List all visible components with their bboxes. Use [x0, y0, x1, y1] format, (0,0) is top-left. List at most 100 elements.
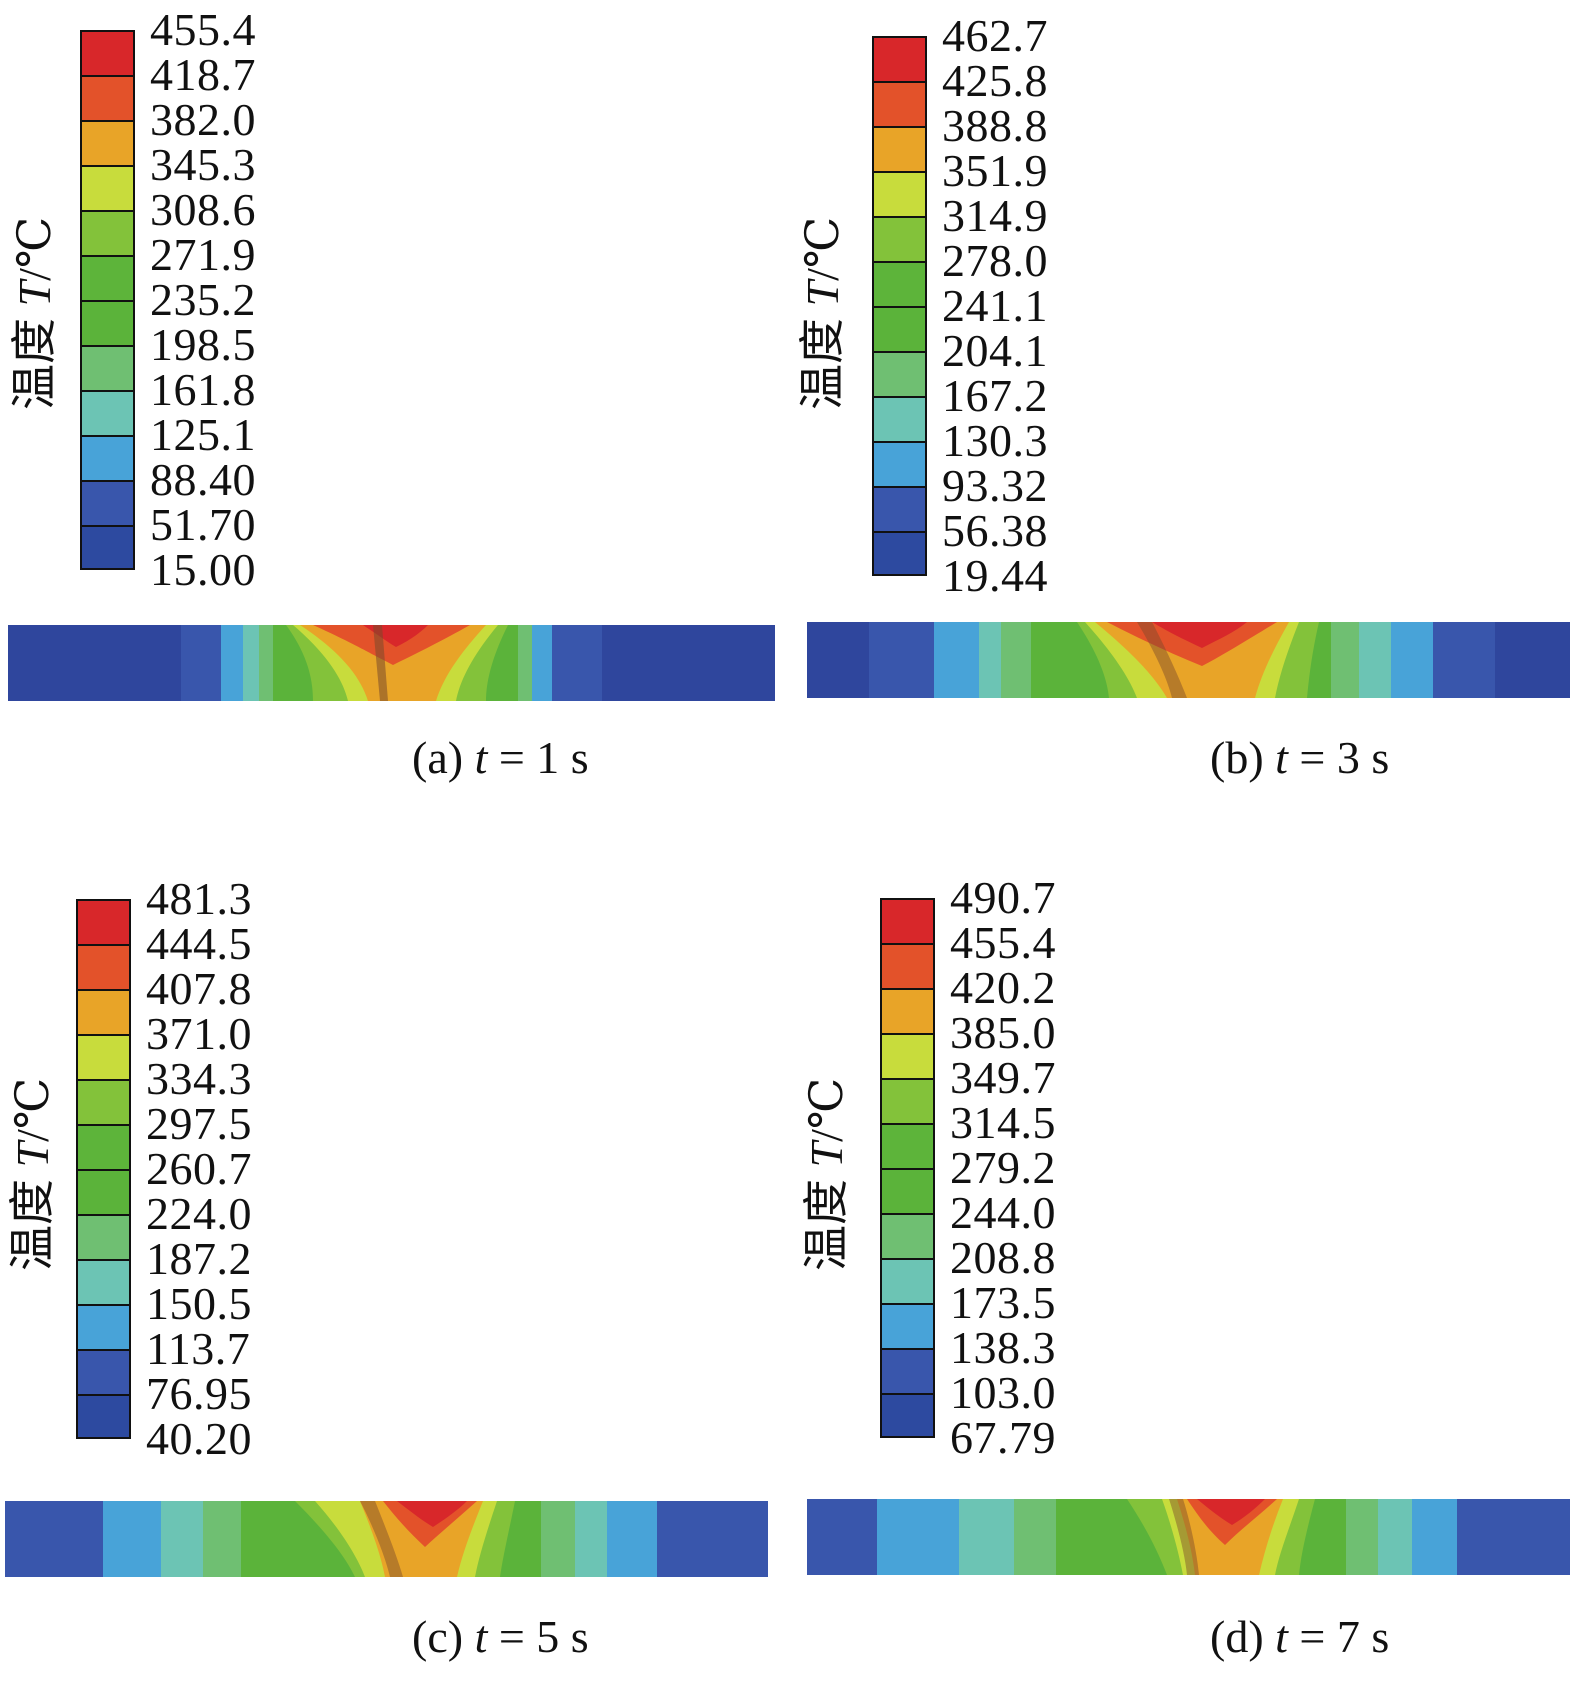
colorbar-band — [872, 486, 927, 531]
colorbar-tick-label: 382.0 — [150, 94, 256, 145]
colorbar-tick-label: 260.7 — [146, 1143, 252, 1194]
colorbar-tick-label: 388.8 — [942, 100, 1048, 151]
colorbar-band — [880, 1033, 935, 1078]
colorbar-band — [880, 1303, 935, 1348]
colorbar-band — [872, 306, 927, 351]
colorbar-tick-label: 187.2 — [146, 1233, 252, 1284]
zone — [360, 1501, 403, 1577]
colorbar-tick-label: 103.0 — [950, 1367, 1056, 1418]
colorbar-tick-label: 418.7 — [150, 49, 256, 100]
colorbar-tick-label: 308.6 — [150, 184, 256, 235]
zone — [575, 1501, 607, 1577]
colorbar-tick-label: 76.95 — [146, 1368, 252, 1419]
temperature-field-strip — [807, 622, 1570, 698]
colorbar — [880, 898, 935, 1438]
colorbar-band — [80, 480, 135, 525]
zone — [934, 622, 979, 698]
colorbar-band — [76, 1214, 131, 1259]
temperature-field-svg — [5, 1501, 768, 1577]
colorbar-tick-label: 93.32 — [942, 460, 1048, 511]
colorbar-tick-label: 490.7 — [950, 872, 1056, 923]
panel-caption: (b) t = 3 s — [1210, 732, 1390, 783]
colorbar-tick-label: 204.1 — [942, 325, 1048, 376]
colorbar-tick-label: 314.9 — [942, 190, 1048, 241]
zone — [161, 1501, 203, 1577]
colorbar-tick-label: 40.20 — [146, 1413, 252, 1464]
colorbar-tick-label: 407.8 — [146, 963, 252, 1014]
zone — [103, 1501, 161, 1577]
colorbar-band — [872, 531, 927, 576]
colorbar-band — [80, 390, 135, 435]
colorbar-band — [80, 345, 135, 390]
colorbar-tick-label: 420.2 — [950, 962, 1056, 1013]
colorbar-band — [880, 943, 935, 988]
zone — [1197, 1499, 1265, 1525]
temperature-field-svg — [807, 622, 1570, 698]
colorbar-band — [76, 944, 131, 989]
colorbar-tick-label: 345.3 — [150, 139, 256, 190]
panel-b: 温度 T/℃ 462.7 425.8 388.8 351.9 314.9 278.0 241… — [787, 0, 1574, 841]
zone — [221, 625, 243, 701]
colorbar-tick-label: 455.4 — [150, 4, 256, 55]
temperature-field-strip — [5, 1501, 768, 1577]
colorbar — [80, 30, 135, 570]
colorbar-tick-label: 385.0 — [950, 1007, 1056, 1058]
colorbar-band — [80, 30, 135, 75]
colorbar-tick-label: 208.8 — [950, 1232, 1056, 1283]
colorbar-band — [880, 1213, 935, 1258]
zone — [373, 625, 388, 701]
colorbar-band — [76, 1034, 131, 1079]
colorbar-tick-label: 455.4 — [950, 917, 1056, 968]
colorbar-tick-label: 371.0 — [146, 1008, 252, 1059]
colorbar-tick-label: 481.3 — [146, 873, 252, 924]
zone — [1107, 622, 1277, 666]
colorbar-tick-label: 278.0 — [942, 235, 1048, 286]
zone — [1346, 1499, 1378, 1575]
colorbar-band — [76, 1079, 131, 1124]
zone — [877, 1499, 959, 1575]
zone — [181, 625, 221, 701]
colorbar-tick-label: 173.5 — [950, 1277, 1056, 1328]
colorbar-band — [76, 989, 131, 1034]
zone — [518, 625, 532, 701]
colorbar-band — [872, 216, 927, 261]
panel-caption: (d) t = 7 s — [1210, 1611, 1390, 1662]
panel-c: 温度 T/℃ 481.3 444.5 407.8 371.0 334.3 297.5 260… — [0, 841, 787, 1682]
zone — [259, 625, 273, 701]
colorbar-tick-label: 198.5 — [150, 319, 256, 370]
colorbar-tick-label: 297.5 — [146, 1098, 252, 1149]
colorbar-band — [872, 441, 927, 486]
colorbar-band — [76, 1124, 131, 1169]
colorbar-tick-label: 224.0 — [146, 1188, 252, 1239]
colorbar-tick-label: 19.44 — [942, 550, 1048, 601]
colorbar-tick-label: 56.38 — [942, 505, 1048, 556]
zone — [1014, 1499, 1056, 1575]
colorbar-tick-label: 349.7 — [950, 1052, 1056, 1103]
colorbar-band — [880, 1078, 935, 1123]
temperature-field-strip — [8, 625, 775, 701]
colorbar-title: 温度 T/℃ — [801, 1077, 852, 1271]
colorbar-tick-label: 241.1 — [942, 280, 1048, 331]
temperature-field-svg — [807, 1499, 1570, 1575]
colorbar-band — [80, 120, 135, 165]
colorbar-band — [872, 81, 927, 126]
colorbar-band — [76, 1259, 131, 1304]
colorbar-tick-label: 271.9 — [150, 229, 256, 280]
colorbar-band — [76, 899, 131, 944]
colorbar-band — [76, 1394, 131, 1439]
colorbar-tick-label: 425.8 — [942, 55, 1048, 106]
colorbar-band — [80, 165, 135, 210]
colorbar-tick-label: 334.3 — [146, 1053, 252, 1104]
zone — [959, 1499, 1014, 1575]
colorbar-tick-label: 130.3 — [942, 415, 1048, 466]
colorbar-tick-label: 244.0 — [950, 1187, 1056, 1238]
zone — [869, 622, 934, 698]
colorbar-title: 温度 T/℃ — [9, 216, 60, 410]
colorbar-band — [880, 898, 935, 943]
colorbar-band — [80, 525, 135, 570]
colorbar-band — [880, 1348, 935, 1393]
zone — [1331, 622, 1359, 698]
colorbar-tick-label: 161.8 — [150, 364, 256, 415]
colorbar-tick-label: 167.2 — [942, 370, 1048, 421]
colorbar-tick-label: 125.1 — [150, 409, 256, 460]
